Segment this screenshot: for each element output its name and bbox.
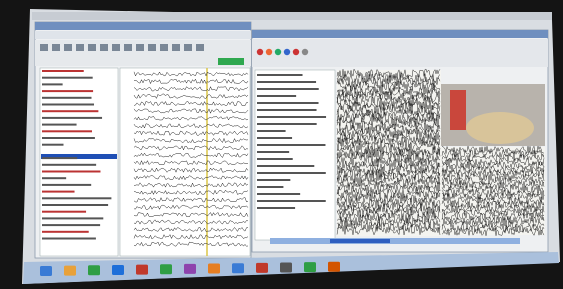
- toolbar-icon: [100, 44, 108, 51]
- toolbar-icon: [124, 44, 132, 51]
- photo-of-monitor: [0, 0, 563, 289]
- event-row: [42, 83, 63, 85]
- left-window-title-bar[interactable]: [35, 22, 251, 30]
- event-row: [42, 177, 66, 179]
- event-row: [257, 165, 314, 167]
- event-row: [257, 151, 289, 153]
- event-row: [42, 90, 93, 92]
- taskbar-icon[interactable]: [208, 264, 220, 274]
- toolbar-icon: [88, 44, 96, 51]
- event-row: [257, 179, 290, 181]
- event-row: [257, 74, 303, 76]
- event-row: [42, 77, 93, 79]
- toolbar-icon: [136, 44, 144, 51]
- menu-bar: [32, 12, 552, 20]
- event-row: [257, 207, 295, 209]
- event-row: [42, 117, 102, 119]
- toolbar-icon: [64, 44, 72, 51]
- taskbar-icon[interactable]: [88, 265, 100, 275]
- event-row: [257, 102, 319, 104]
- event-row: [257, 130, 286, 132]
- toolbar-icon: [266, 49, 272, 55]
- toolbar-icon: [196, 44, 204, 51]
- status-indicator: [218, 58, 244, 65]
- event-row: [257, 137, 292, 139]
- toolbar-icon: [184, 44, 192, 51]
- screen-content: [23, 12, 559, 284]
- toolbar-icon: [160, 44, 168, 51]
- event-row: [42, 197, 111, 199]
- event-row: [257, 172, 326, 174]
- event-row: [257, 88, 319, 90]
- taskbar-icon[interactable]: [136, 265, 148, 275]
- taskbar-icon[interactable]: [40, 266, 52, 276]
- toolbar-icon: [40, 44, 48, 51]
- taskbar-icon[interactable]: [184, 264, 196, 274]
- eeg-panel-left: [120, 68, 250, 256]
- taskbar-icon[interactable]: [328, 262, 340, 272]
- taskbar-icon[interactable]: [160, 264, 172, 274]
- event-row: [42, 144, 64, 146]
- toolbar-icon: [284, 49, 290, 55]
- event-list: [40, 68, 118, 256]
- event-row: [42, 104, 94, 106]
- toolbar-icon: [76, 44, 84, 51]
- event-row: [257, 158, 293, 160]
- event-row: [257, 200, 326, 202]
- event-row: [257, 144, 325, 146]
- taskbar-icon[interactable]: [112, 265, 124, 275]
- event-row: [257, 123, 317, 125]
- page: (() => { const data = JSON.parse(documen…: [0, 0, 563, 289]
- event-row: [42, 171, 100, 173]
- event-row: [257, 95, 296, 97]
- event-row: [42, 164, 96, 166]
- event-row: [42, 238, 96, 240]
- event-row: [257, 81, 316, 83]
- event-row: [257, 109, 317, 111]
- video-detail: [450, 90, 466, 130]
- taskbar-icon[interactable]: [64, 266, 76, 276]
- event-row: [42, 191, 75, 193]
- toolbar-icon: [172, 44, 180, 51]
- event-row: [257, 193, 300, 195]
- event-row: [42, 157, 77, 159]
- event-row: [42, 217, 103, 219]
- toolbar-icon: [52, 44, 60, 51]
- taskbar-icon[interactable]: [280, 263, 292, 273]
- event-row: [42, 130, 92, 132]
- event-row: [257, 116, 326, 118]
- toolbar-icon: [257, 49, 263, 55]
- event-row: [257, 186, 283, 188]
- toolbar-icon: [302, 49, 308, 55]
- left-window-menu: [35, 31, 251, 39]
- event-row: [42, 184, 91, 186]
- video-detail: [466, 112, 534, 144]
- event-row: [42, 231, 89, 233]
- event-row: [42, 124, 77, 126]
- toolbar-icon: [293, 49, 299, 55]
- event-row: [42, 224, 100, 226]
- taskbar-icon[interactable]: [232, 263, 244, 273]
- toolbar-icon: [275, 49, 281, 55]
- event-row: [42, 211, 86, 213]
- toolbar-icon: [148, 44, 156, 51]
- right-window-title-bar[interactable]: [252, 30, 548, 38]
- event-row: [42, 204, 108, 206]
- scrollbar[interactable]: [270, 238, 520, 244]
- scroll-thumb[interactable]: [330, 239, 390, 243]
- event-row: [42, 137, 95, 139]
- taskbar-icon[interactable]: [256, 263, 268, 273]
- event-row: [42, 70, 84, 72]
- event-row: [42, 110, 98, 112]
- taskbar-icon[interactable]: [304, 262, 316, 272]
- event-row: [42, 97, 91, 99]
- toolbar-icon: [112, 44, 120, 51]
